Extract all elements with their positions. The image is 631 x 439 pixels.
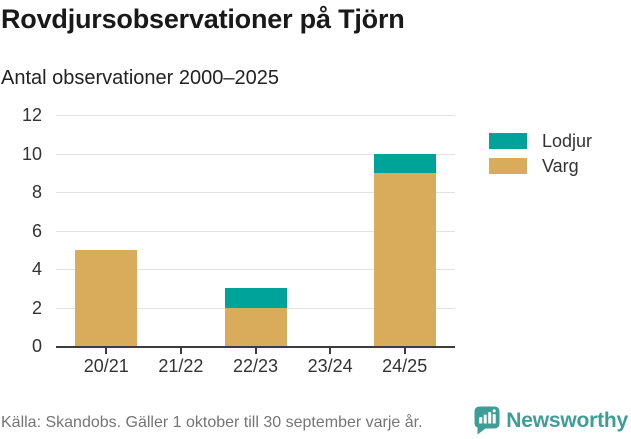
x-axis-labels: 20/21 21/22 22/23 23/24 24/25 bbox=[56, 354, 455, 380]
x-axis-tick bbox=[403, 348, 406, 354]
chart-subtitle: Antal observationer 2000–2025 bbox=[1, 67, 279, 89]
bar-segment-lodjur-22/23 bbox=[224, 288, 287, 308]
source-note: Källa: Skandobs. Gäller 1 oktober till 3… bbox=[1, 414, 423, 431]
bar-segment-lodjur-24/25 bbox=[373, 153, 436, 173]
x-tick-label: 22/23 bbox=[232, 356, 278, 376]
y-tick-label: 10 bbox=[21, 143, 42, 164]
plot-area bbox=[56, 115, 455, 354]
gridline bbox=[56, 230, 455, 232]
bar-segment-varg-24/25 bbox=[373, 172, 436, 346]
x-axis-tick bbox=[329, 348, 332, 354]
legend-swatch-varg bbox=[489, 158, 527, 174]
y-tick-label: 12 bbox=[21, 105, 42, 125]
y-tick-label: 2 bbox=[31, 297, 42, 318]
x-tick-label: 20/21 bbox=[83, 356, 129, 376]
legend-item-varg: Varg bbox=[489, 155, 592, 176]
gridline bbox=[56, 115, 455, 116]
brand-name: Newsworthy bbox=[506, 408, 628, 432]
newsworthy-icon bbox=[474, 406, 500, 435]
bar-segment-varg-20/21 bbox=[75, 249, 138, 346]
legend-label-varg: Varg bbox=[542, 155, 579, 176]
legend-swatch-lodjur bbox=[489, 133, 527, 149]
legend-item-lodjur: Lodjur bbox=[489, 130, 593, 151]
y-tick-label: 0 bbox=[31, 336, 42, 356]
x-tick-label: 23/24 bbox=[307, 356, 353, 376]
gridline bbox=[56, 153, 455, 155]
newsworthy-logo: Newsworthy bbox=[474, 406, 628, 435]
legend: Lodjur Varg bbox=[489, 130, 593, 183]
y-axis-labels: 0 2 4 6 8 10 12 bbox=[2, 105, 48, 356]
x-axis-tick bbox=[179, 348, 182, 354]
bar-segment-varg-22/23 bbox=[224, 307, 287, 346]
y-tick-label: 8 bbox=[31, 182, 42, 202]
y-tick-label: 6 bbox=[31, 220, 42, 241]
x-axis-tick bbox=[254, 348, 257, 354]
x-axis-tick bbox=[105, 348, 108, 354]
x-tick-label: 21/22 bbox=[158, 356, 204, 376]
gridline bbox=[56, 192, 455, 193]
legend-label-lodjur: Lodjur bbox=[542, 130, 593, 151]
chart-title: Rovdjursobservationer på Tjörn bbox=[1, 4, 405, 34]
gridline bbox=[56, 269, 455, 270]
y-tick-label: 4 bbox=[31, 259, 42, 279]
x-tick-label: 24/25 bbox=[382, 356, 428, 376]
